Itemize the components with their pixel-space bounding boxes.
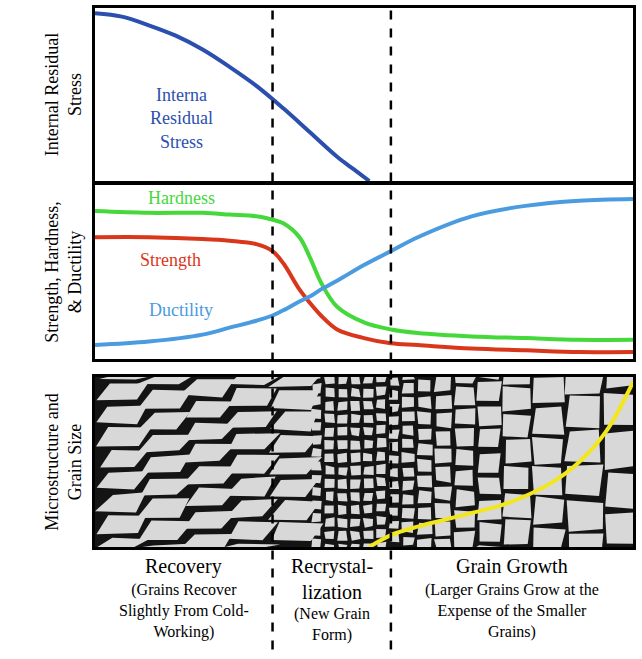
svg-text:(New GrainForm): (New GrainForm) [294,605,370,644]
svg-text:Hardness: Hardness [148,188,215,208]
svg-text:Grain Growth: Grain Growth [456,555,568,577]
svg-text:InternaResidualStress: InternaResidualStress [150,85,213,152]
svg-text:Recrystal-lization: Recrystal-lization [291,555,373,603]
svg-text:Strength: Strength [140,250,201,270]
svg-text:(Larger Grains Grow at theExpe: (Larger Grains Grow at theExpense of the… [425,581,599,641]
svg-text:Recovery: Recovery [145,555,222,578]
svg-text:Ductility: Ductility [149,300,213,320]
svg-text:Microstructure andGrain Size: Microstructure andGrain Size [42,393,85,530]
svg-text:(Grains RecoverSlightly From C: (Grains RecoverSlightly From Cold-Workin… [119,581,249,641]
svg-text:Strength, Hardness,& Ductility: Strength, Hardness,& Ductility [42,201,85,342]
svg-text:Internal ResidualStress: Internal ResidualStress [42,33,85,156]
